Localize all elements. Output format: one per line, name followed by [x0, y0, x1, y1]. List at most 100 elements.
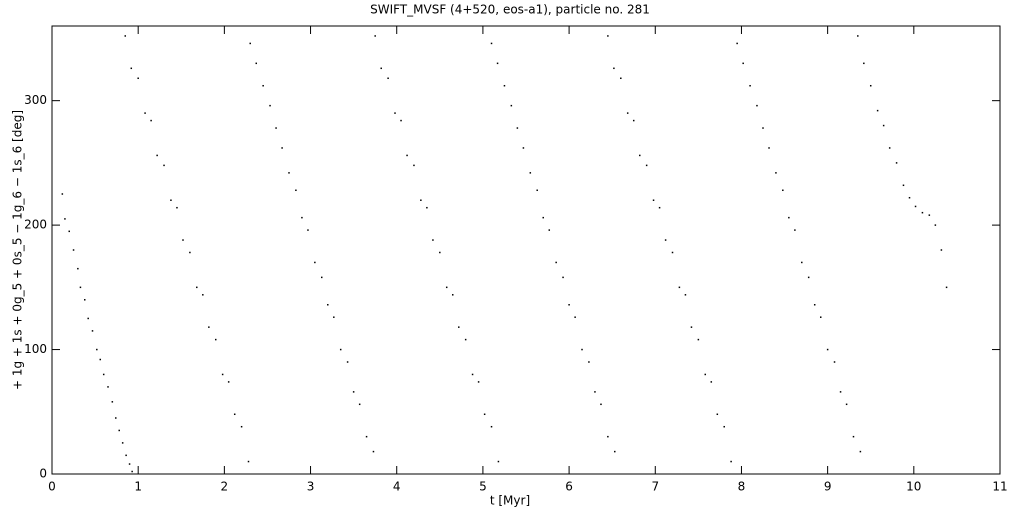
point — [710, 381, 713, 383]
y-tick-label: 200 — [24, 218, 47, 232]
point — [125, 454, 127, 457]
point — [295, 189, 297, 192]
point — [664, 239, 667, 241]
point — [483, 413, 486, 416]
point — [170, 199, 172, 201]
x-tick-label: 5 — [479, 480, 487, 494]
point — [91, 330, 94, 332]
y-axis-label: + 1g + 1s + 0g_5 + 0s_5 − 1g_6 − 1s_6 [d… — [11, 110, 25, 390]
point — [568, 304, 570, 306]
point — [914, 205, 917, 208]
point — [908, 196, 911, 199]
point — [788, 216, 790, 219]
x-tick-label: 9 — [824, 480, 832, 494]
point — [581, 348, 583, 351]
point — [406, 154, 408, 157]
point — [594, 391, 596, 393]
point — [888, 147, 891, 149]
point — [852, 435, 855, 438]
point — [555, 261, 557, 264]
point — [221, 373, 224, 376]
point — [130, 67, 133, 70]
point — [768, 147, 770, 149]
x-tick-label: 11 — [992, 480, 1007, 494]
point — [96, 348, 98, 351]
point — [620, 77, 622, 80]
point — [432, 239, 434, 241]
point — [79, 286, 82, 289]
point — [394, 112, 396, 114]
point — [99, 358, 102, 361]
point — [176, 206, 178, 209]
point — [214, 338, 217, 341]
point — [227, 381, 230, 383]
point — [182, 239, 184, 241]
point — [426, 206, 428, 209]
point — [678, 286, 681, 289]
point — [358, 403, 361, 406]
point — [845, 403, 848, 406]
point — [128, 463, 131, 465]
x-tick-label: 3 — [307, 480, 315, 494]
x-tick-label: 8 — [738, 480, 746, 494]
y-tick-label: 100 — [24, 342, 47, 356]
point — [730, 460, 732, 463]
point — [68, 230, 70, 233]
point — [400, 119, 402, 122]
point — [945, 286, 948, 289]
point — [156, 154, 158, 157]
point — [346, 361, 349, 363]
point — [510, 104, 513, 107]
point — [671, 251, 674, 254]
point — [697, 338, 700, 341]
point — [202, 294, 204, 296]
point — [83, 299, 86, 301]
point — [490, 425, 493, 428]
point — [819, 316, 822, 318]
point — [775, 172, 777, 174]
point — [607, 435, 609, 438]
point — [307, 229, 309, 231]
point — [876, 109, 879, 112]
point — [458, 326, 460, 328]
point — [413, 164, 415, 167]
point — [365, 435, 368, 438]
point — [189, 251, 191, 254]
point — [137, 77, 139, 80]
point — [208, 326, 210, 328]
point — [859, 450, 862, 453]
point — [240, 425, 243, 428]
point — [288, 172, 290, 174]
point — [794, 229, 796, 231]
point — [736, 42, 738, 45]
point — [562, 276, 564, 279]
point — [645, 164, 648, 167]
point — [613, 67, 615, 70]
point — [445, 286, 448, 289]
point — [614, 450, 616, 453]
x-tick-label: 10 — [906, 480, 921, 494]
point — [639, 154, 641, 157]
point — [574, 316, 576, 318]
point — [940, 249, 943, 251]
point — [529, 172, 532, 174]
point — [626, 112, 629, 114]
point — [496, 62, 499, 65]
point — [102, 373, 105, 376]
point — [380, 67, 382, 70]
point — [72, 249, 75, 251]
point — [121, 442, 124, 444]
point — [548, 229, 551, 231]
point — [895, 162, 898, 164]
point — [607, 35, 609, 37]
point — [497, 460, 500, 463]
point — [275, 127, 277, 129]
point — [327, 304, 329, 306]
point — [600, 403, 602, 406]
point — [490, 42, 493, 45]
point — [658, 206, 661, 209]
point — [247, 460, 250, 463]
point — [704, 373, 707, 376]
chart-title: SWIFT_MVSF (4+520, eos-a1), particle no.… — [370, 3, 650, 17]
point — [902, 184, 905, 187]
